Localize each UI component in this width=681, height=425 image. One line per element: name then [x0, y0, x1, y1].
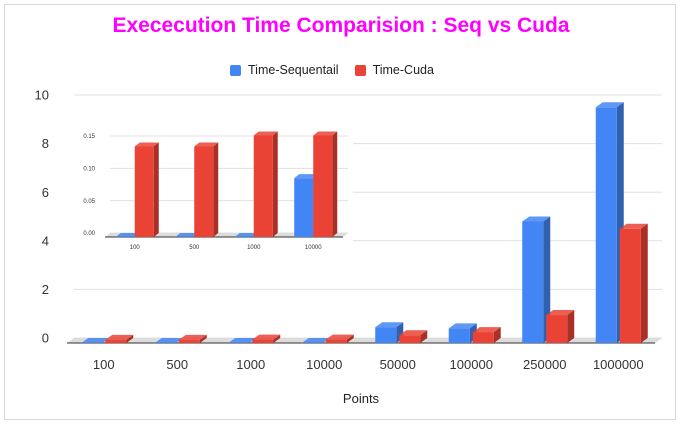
bar-cuda-500	[194, 142, 219, 237]
x-tick-label: 100000	[450, 357, 493, 372]
chart-frame: Exececution Time Comparision : Seq vs Cu…	[4, 4, 676, 420]
bar-sequential-250000	[522, 216, 551, 343]
bar-cuda-100	[105, 334, 134, 343]
bar-cuda-1000000	[619, 223, 648, 343]
x-tick-label: 1000	[236, 357, 265, 372]
bar-cuda-50000	[399, 330, 428, 343]
x-tick-label: 1000000	[593, 357, 644, 372]
x-axis-title: Points	[343, 391, 380, 406]
bar-sequential-500	[154, 338, 183, 343]
chart-title: Exececution Time Comparision : Seq vs Cu…	[112, 14, 570, 37]
bar-sequential-1000	[228, 338, 257, 343]
legend-label-sequential: Time-Sequentail	[248, 63, 339, 77]
main-chart-svg: 0 2 4 6 8 10 100 500 1000 10000 50000 100000 250000 1…	[35, 88, 662, 406]
chart-floor	[105, 233, 348, 237]
legend-swatch-cuda	[354, 64, 366, 76]
x-tick-label: 500	[166, 357, 188, 372]
bar-cuda-1000	[252, 334, 281, 343]
x-tick-label: 100	[93, 357, 115, 372]
y-tick-label: 2	[42, 282, 49, 297]
x-tick-label: 100	[130, 245, 141, 251]
inset-chart: 0.00 0.05 0.10 0.15 100 500 1000 10000	[73, 123, 353, 258]
bar-sequential-1000000	[595, 102, 624, 343]
y-tick-label: 0	[42, 331, 49, 346]
bar-sequential-100	[81, 338, 110, 343]
x-tick-label: 10000	[306, 357, 342, 372]
bar-cuda-1000	[253, 131, 278, 237]
bar-sequential-50000	[375, 322, 404, 343]
y-tick-label: 0.05	[83, 199, 95, 205]
y-tick-label: 0.00	[83, 231, 95, 237]
y-tick-label: 0.10	[83, 166, 95, 172]
y-tick-label: 6	[42, 185, 49, 200]
legend-label-cuda: Time-Cuda	[372, 63, 434, 77]
x-tick-label: 10000	[305, 245, 322, 251]
x-tick-label: 500	[189, 245, 200, 251]
bar-sequential-100000	[448, 323, 477, 343]
y-tick-label: 8	[42, 136, 49, 151]
legend[interactable]: Time-Sequentail Time-Cuda	[230, 63, 434, 77]
y-tick-label: 10	[35, 88, 49, 103]
legend-swatch-sequential	[230, 64, 241, 76]
y-tick-label: 0.15	[83, 134, 95, 140]
x-tick-label: 50000	[380, 357, 416, 372]
bar-cuda-100	[134, 142, 159, 237]
bar-cuda-10000	[313, 131, 338, 237]
bar-cuda-250000	[546, 310, 575, 343]
bar-cuda-100000	[472, 327, 501, 343]
x-tick-label: 250000	[523, 357, 566, 372]
bar-sequential-500	[175, 233, 200, 237]
legend-item-cuda[interactable]: Time-Cuda	[354, 63, 434, 77]
bar-sequential-100	[115, 233, 140, 237]
x-tick-label: 1000	[247, 245, 261, 251]
y-tick-label: 4	[42, 233, 49, 248]
bar-sequential-10000	[301, 338, 330, 343]
legend-item-sequential[interactable]: Time-Sequentail	[230, 63, 339, 77]
bar-cuda-500	[178, 334, 207, 343]
bar-cuda-10000	[325, 334, 354, 343]
bar-sequential-1000	[234, 233, 259, 237]
chart-floor	[67, 338, 662, 343]
